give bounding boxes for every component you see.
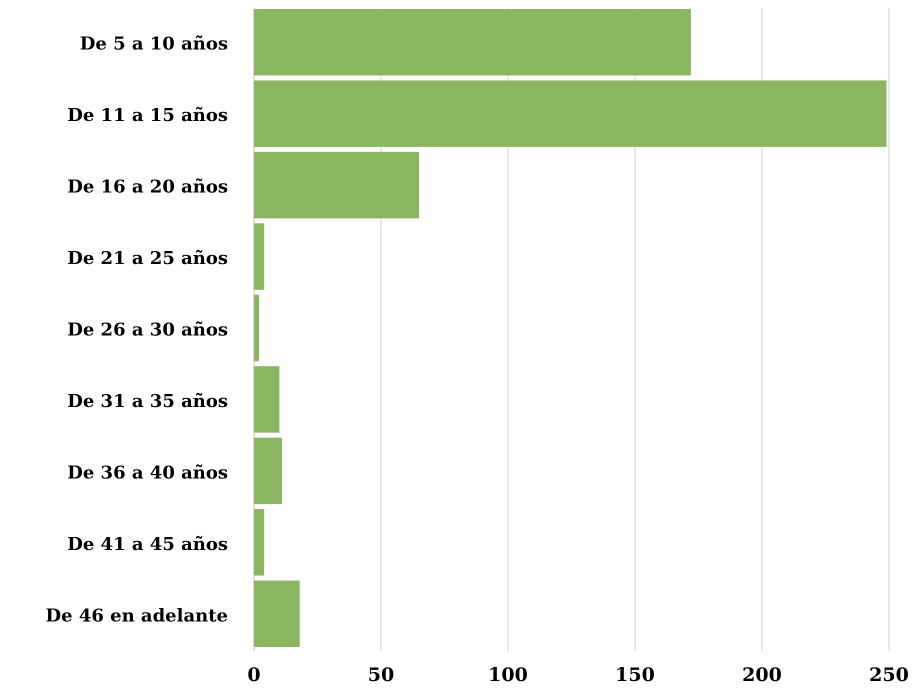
tick-label: 250 [869, 664, 909, 686]
category-label: De 5 a 10 años [80, 34, 228, 55]
category-label: De 46 en adelante [45, 605, 228, 626]
category-label: De 16 a 20 años [67, 177, 228, 198]
bar-2 [254, 80, 887, 147]
category-label: De 41 a 45 años [67, 534, 228, 555]
tick-label: 0 [247, 664, 260, 686]
tick-label: 50 [368, 664, 394, 686]
bar-9 [254, 580, 300, 647]
bar-6 [254, 366, 280, 433]
bar-7 [254, 437, 282, 505]
x-axis-tick-labels: 0 50 100 150 200 250 [247, 664, 908, 686]
bar-8 [254, 509, 265, 576]
category-label: De 31 a 35 años [67, 391, 228, 412]
tick-label: 100 [488, 664, 528, 686]
bar-5 [254, 294, 260, 362]
bar-4 [254, 223, 265, 290]
category-label: De 21 a 25 años [67, 248, 228, 269]
bar-1 [254, 9, 691, 76]
tick-label: 200 [742, 664, 782, 686]
category-label: De 11 a 15 años [67, 105, 228, 126]
tick-label: 150 [615, 664, 655, 686]
category-label: De 26 a 30 años [67, 320, 228, 341]
category-label: De 36 a 40 años [67, 462, 228, 483]
bar-3 [254, 151, 420, 219]
category-labels: De 5 a 10 años De 11 a 15 años De 16 a 20 … [45, 34, 228, 627]
bars [254, 9, 887, 647]
